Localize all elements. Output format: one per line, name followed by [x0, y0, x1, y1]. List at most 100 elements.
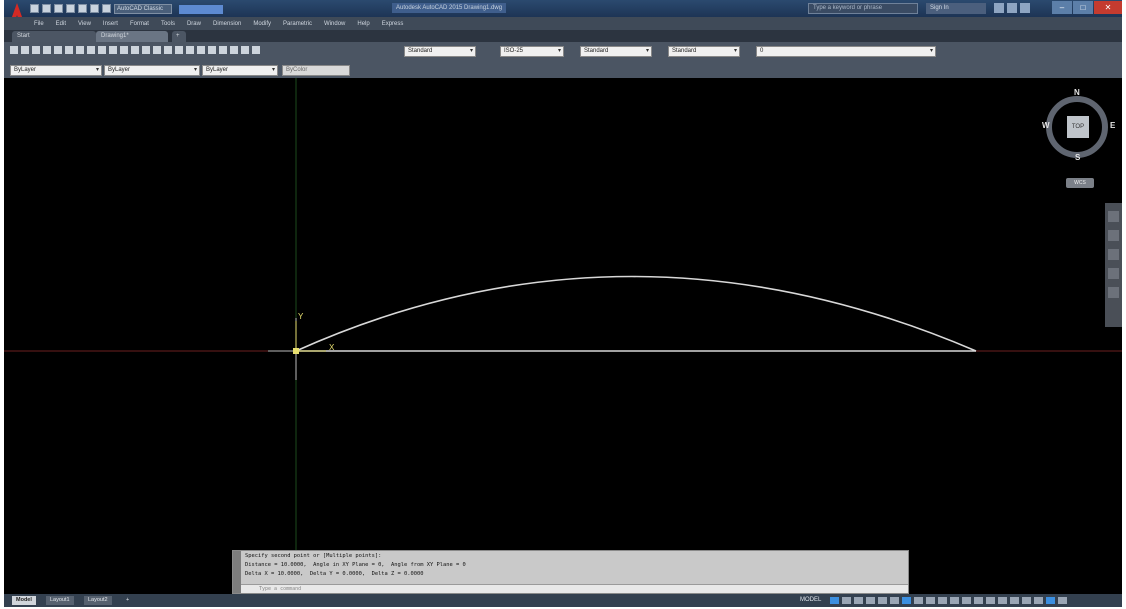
signin-button[interactable]: Sign In — [926, 3, 986, 14]
close-button[interactable]: ✕ — [1094, 1, 1122, 14]
quickcalc-icon[interactable] — [241, 46, 249, 54]
new-tab-button[interactable]: + — [172, 31, 186, 42]
quick-properties-icon[interactable] — [998, 597, 1007, 604]
wcs-menu-button[interactable]: WCS — [1066, 178, 1094, 188]
pan-nav-icon[interactable] — [1108, 230, 1119, 241]
cut-icon[interactable] — [76, 46, 84, 54]
menu-modify[interactable]: Modify — [253, 20, 272, 27]
table-style-select[interactable]: Standard ▾ — [580, 46, 652, 57]
clean-screen-icon[interactable] — [1046, 597, 1055, 604]
menu-view[interactable]: View — [78, 20, 91, 27]
plot-icon[interactable] — [43, 46, 51, 54]
osnap-icon[interactable] — [902, 597, 911, 604]
lineweight-icon[interactable] — [914, 597, 923, 604]
tab-model[interactable]: Model — [12, 596, 36, 605]
preview-icon[interactable] — [54, 46, 62, 54]
viewcube-top-face[interactable]: TOP — [1067, 116, 1089, 138]
print-icon[interactable] — [78, 4, 87, 13]
help-tb-icon[interactable] — [252, 46, 260, 54]
text-style-select[interactable]: Standard ▾ — [404, 46, 476, 57]
object-track-icon[interactable] — [890, 597, 899, 604]
command-window[interactable]: Specify second point or [Multiple points… — [232, 550, 909, 594]
annotation-scale-icon[interactable] — [950, 597, 959, 604]
drawing-area[interactable]: Y X — [4, 78, 1122, 594]
menu-parametric[interactable]: Parametric — [283, 20, 313, 27]
selection-cycling-icon[interactable] — [938, 597, 947, 604]
open-icon[interactable] — [42, 4, 51, 13]
new-icon[interactable] — [30, 4, 39, 13]
save-icon[interactable] — [54, 4, 63, 13]
command-input[interactable]: Type a command — [241, 584, 908, 593]
design-center-icon[interactable] — [197, 46, 205, 54]
hardware-accel-icon[interactable] — [1034, 597, 1043, 604]
arc[interactable] — [295, 275, 977, 352]
compass-west[interactable]: W — [1042, 121, 1050, 130]
compass-south[interactable]: S — [1075, 153, 1081, 162]
steering-wheel-icon[interactable] — [1108, 211, 1119, 222]
viewcube-compass-ring[interactable] — [1046, 96, 1108, 158]
save-file-icon[interactable] — [32, 46, 40, 54]
ortho-icon[interactable] — [854, 597, 863, 604]
menu-draw[interactable]: Draw — [186, 20, 201, 27]
menu-dimension[interactable]: Dimension — [212, 20, 242, 27]
lock-ui-icon[interactable] — [1010, 597, 1019, 604]
publish-icon[interactable] — [65, 46, 73, 54]
customization-icon[interactable] — [1058, 597, 1067, 604]
menu-help[interactable]: Help — [357, 20, 370, 27]
color-select[interactable]: ByLayer ▾ — [10, 65, 102, 76]
tab-layout1[interactable]: Layout1 — [46, 596, 74, 605]
pan-icon[interactable] — [142, 46, 150, 54]
model-space[interactable]: Y X — [4, 78, 1122, 594]
match-props-icon[interactable] — [109, 46, 117, 54]
compass-north[interactable]: N — [1074, 88, 1080, 97]
units-icon[interactable] — [986, 597, 995, 604]
redo-tb-icon[interactable] — [131, 46, 139, 54]
showmotion-icon[interactable] — [1108, 287, 1119, 298]
zoom-window-icon[interactable] — [164, 46, 172, 54]
command-window-grip[interactable] — [233, 551, 241, 593]
transparency-icon[interactable] — [926, 597, 935, 604]
workspace-gear-icon[interactable] — [962, 597, 971, 604]
model-space-toggle[interactable]: MODEL — [800, 597, 822, 603]
snap-icon[interactable] — [842, 597, 851, 604]
menu-file[interactable]: File — [34, 20, 44, 27]
menu-window[interactable]: Window — [324, 20, 346, 27]
tool-palettes-icon[interactable] — [208, 46, 216, 54]
properties-icon[interactable] — [186, 46, 194, 54]
tab-layout2[interactable]: Layout2 — [84, 596, 112, 605]
tab-start[interactable]: Start — [12, 31, 96, 42]
mleader-style-select[interactable]: Standard ▾ — [668, 46, 740, 57]
linetype-select[interactable]: ByLayer ▾ — [104, 65, 200, 76]
help-icon[interactable] — [1020, 3, 1030, 13]
dim-style-select[interactable]: ISO-25 ▾ — [500, 46, 564, 57]
polar-icon[interactable] — [866, 597, 875, 604]
paste-icon[interactable] — [98, 46, 106, 54]
compass-east[interactable]: E — [1110, 121, 1116, 130]
add-layout-button[interactable]: + — [126, 597, 130, 603]
redo-icon[interactable] — [102, 4, 111, 13]
maximize-button[interactable]: □ — [1073, 1, 1093, 14]
menu-express[interactable]: Express — [381, 20, 404, 27]
qnew-icon[interactable] — [10, 46, 18, 54]
tab-drawing1[interactable]: Drawing1* — [96, 31, 168, 42]
sheet-set-icon[interactable] — [219, 46, 227, 54]
markup-icon[interactable] — [230, 46, 238, 54]
lineweight-select[interactable]: ByLayer ▾ — [202, 65, 278, 76]
menu-edit[interactable]: Edit — [55, 20, 67, 27]
exchange-icon[interactable] — [994, 3, 1004, 13]
menu-insert[interactable]: Insert — [102, 20, 118, 27]
isodraft-icon[interactable] — [878, 597, 887, 604]
undo-icon[interactable] — [90, 4, 99, 13]
grid-icon[interactable] — [830, 597, 839, 604]
open-file-icon[interactable] — [21, 46, 29, 54]
minimize-button[interactable]: – — [1052, 1, 1072, 14]
viewcube[interactable]: TOP N S E W — [1038, 88, 1118, 168]
copy-icon[interactable] — [87, 46, 95, 54]
isolate-objects-icon[interactable] — [1022, 597, 1031, 604]
zoom-extents-icon[interactable] — [1108, 249, 1119, 260]
plotstyle-select[interactable]: ByColor — [282, 65, 350, 76]
menu-tools[interactable]: Tools — [160, 20, 175, 27]
saveas-icon[interactable] — [66, 4, 75, 13]
zoom-realtime-icon[interactable] — [153, 46, 161, 54]
workspace-switcher[interactable]: AutoCAD Classic — [114, 3, 172, 14]
